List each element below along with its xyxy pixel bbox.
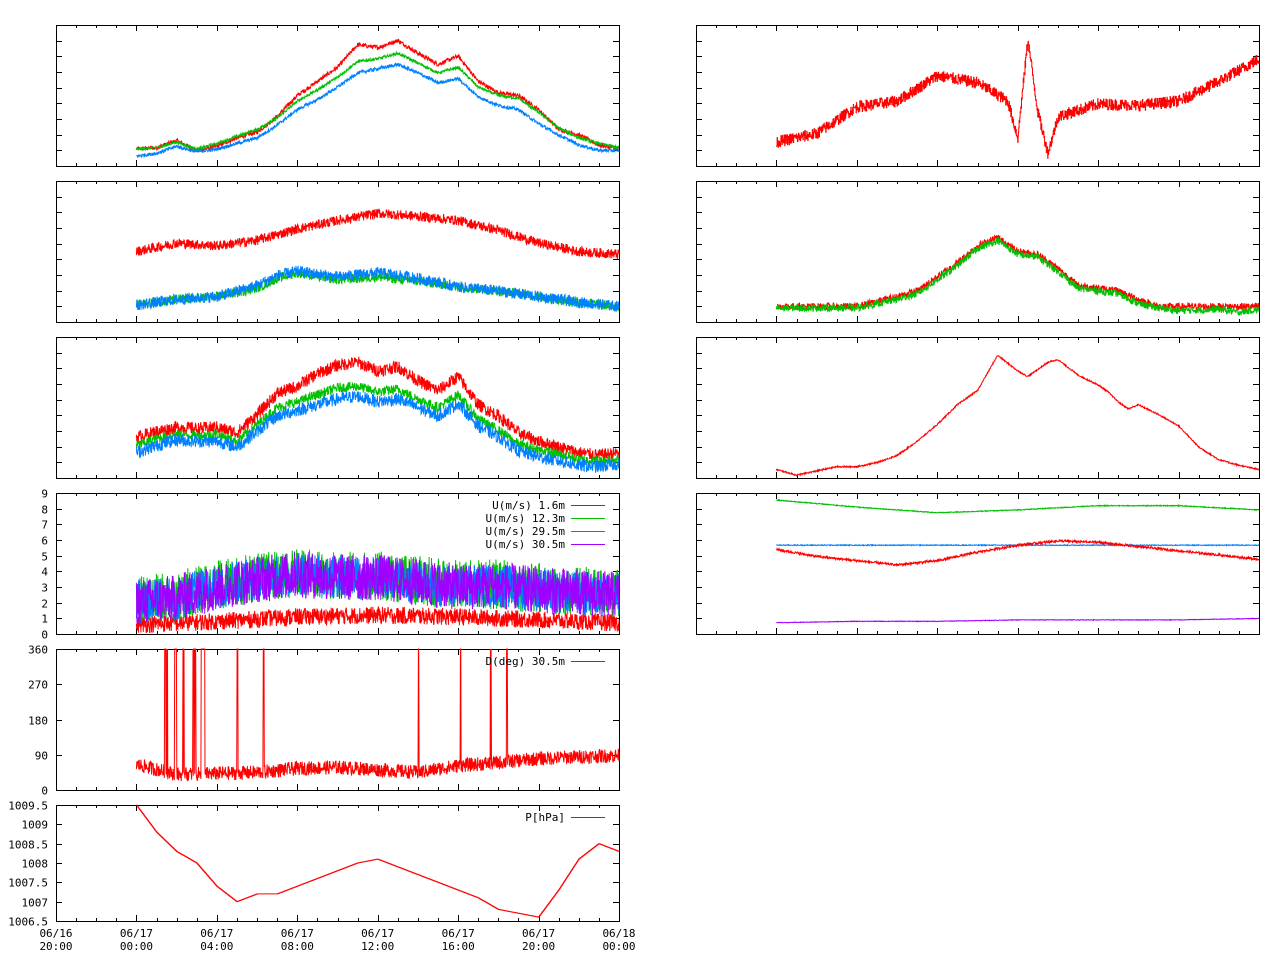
legend-label: D(deg) 30.5m — [486, 655, 566, 668]
plot-frame — [696, 181, 1260, 323]
x-tick-label-time: 08:00 — [281, 940, 314, 953]
y-tick-label: 3 — [41, 582, 48, 595]
x-tick-label-date: 06/16 — [39, 927, 72, 940]
x-tick-label-time: 00:00 — [120, 940, 153, 953]
y-tick-label: 1 — [41, 613, 48, 626]
series-line-left-1-1 — [135, 50, 620, 152]
y-tick-label: 270 — [28, 679, 48, 692]
series-line-p-hpa- — [136, 804, 620, 918]
chart-panel-right-1 — [696, 25, 1260, 167]
series-line-left-2-1 — [135, 268, 620, 312]
y-tick-label: 360 — [28, 644, 48, 657]
chart-panel-wind-direction: 0 90 180 270 360 D(deg) 30.5m — [28, 644, 620, 798]
series-line-right-4-2 — [776, 538, 1260, 568]
y-tick-label: 1008.5 — [8, 839, 48, 852]
legend-label: U(m/s) 12.3m — [486, 512, 566, 525]
plot-frame — [56, 25, 620, 167]
series-line-d-deg-30-5m — [135, 648, 620, 782]
x-tick-label-date: 06/17 — [281, 927, 314, 940]
x-tick-label-time: 00:00 — [602, 940, 635, 953]
series-line-left-3-1 — [135, 381, 620, 466]
series-line-right-2-1 — [775, 236, 1260, 316]
x-tick-label-date: 06/17 — [361, 927, 394, 940]
series-line-left-2-0 — [135, 208, 620, 260]
series-line-right-2-0 — [776, 234, 1260, 312]
series-line-left-3-2 — [135, 390, 620, 473]
legend-label: U(m/s) 30.5m — [486, 538, 566, 551]
y-tick-label: 4 — [41, 566, 48, 579]
series-line-right-3-0 — [775, 355, 1260, 477]
y-tick-label: 90 — [35, 750, 48, 763]
y-tick-label: 180 — [28, 715, 48, 728]
x-tick-label-date: 06/17 — [200, 927, 233, 940]
y-tick-label: 1007 — [22, 897, 49, 910]
y-tick-label: 0 — [41, 629, 48, 642]
y-tick-label: 0 — [41, 785, 48, 798]
series-line-left-2-2 — [135, 265, 620, 312]
x-tick-label-time: 12:00 — [361, 940, 394, 953]
series-line-u-m-s-30-5m — [135, 552, 620, 626]
y-tick-label: 1009.5 — [8, 800, 48, 813]
chart-panel-right-4 — [696, 493, 1260, 635]
series-line-left-1-2 — [136, 61, 620, 159]
series-line-u-m-s-1-6m — [135, 605, 620, 634]
x-tick-label-time: 20:00 — [522, 940, 555, 953]
legend-label: P[hPa] — [525, 811, 565, 824]
x-tick-label-date: 06/18 — [602, 927, 635, 940]
series-line-right-4-3 — [776, 617, 1260, 624]
y-tick-label: 8 — [41, 504, 48, 517]
chart-panel-right-2 — [696, 181, 1260, 323]
y-tick-label: 5 — [41, 551, 48, 564]
y-tick-label: 1009 — [22, 819, 49, 832]
plot-frame — [696, 337, 1260, 479]
chart-panel-right-3 — [696, 337, 1260, 479]
y-tick-label: 9 — [41, 488, 48, 501]
x-tick-label-date: 06/17 — [442, 927, 475, 940]
x-tick-label-time: 20:00 — [39, 940, 72, 953]
y-tick-label: 7 — [41, 519, 48, 532]
chart-panel-left-3 — [56, 337, 620, 479]
plot-frame — [696, 493, 1260, 635]
y-tick-label: 1006.5 — [8, 916, 48, 929]
legend-label: U(m/s) 29.5m — [486, 525, 566, 538]
x-tick-label-date: 06/17 — [120, 927, 153, 940]
legend-label: U(m/s) 1.6m — [492, 499, 565, 512]
series-line-left-3-0 — [135, 356, 620, 462]
series-line-right-1-0 — [776, 40, 1260, 159]
series-line-left-1-0 — [135, 38, 619, 153]
y-tick-label: 1008 — [22, 858, 49, 871]
series-line-right-4-0 — [776, 498, 1260, 514]
x-tick-label-time: 16:00 — [442, 940, 475, 953]
y-tick-label: 2 — [41, 598, 48, 611]
chart-panel-left-1 — [56, 25, 620, 167]
y-tick-label: 6 — [41, 535, 48, 548]
chart-panel-pressure: 1006.5 1007 1007.5 1008 1008.5 1009 1009.5 P[hP… — [8, 800, 635, 954]
chart-panel-left-2 — [56, 181, 620, 323]
y-tick-label: 1007.5 — [8, 877, 48, 890]
x-tick-label-time: 04:00 — [200, 940, 233, 953]
x-tick-label-date: 06/17 — [522, 927, 555, 940]
